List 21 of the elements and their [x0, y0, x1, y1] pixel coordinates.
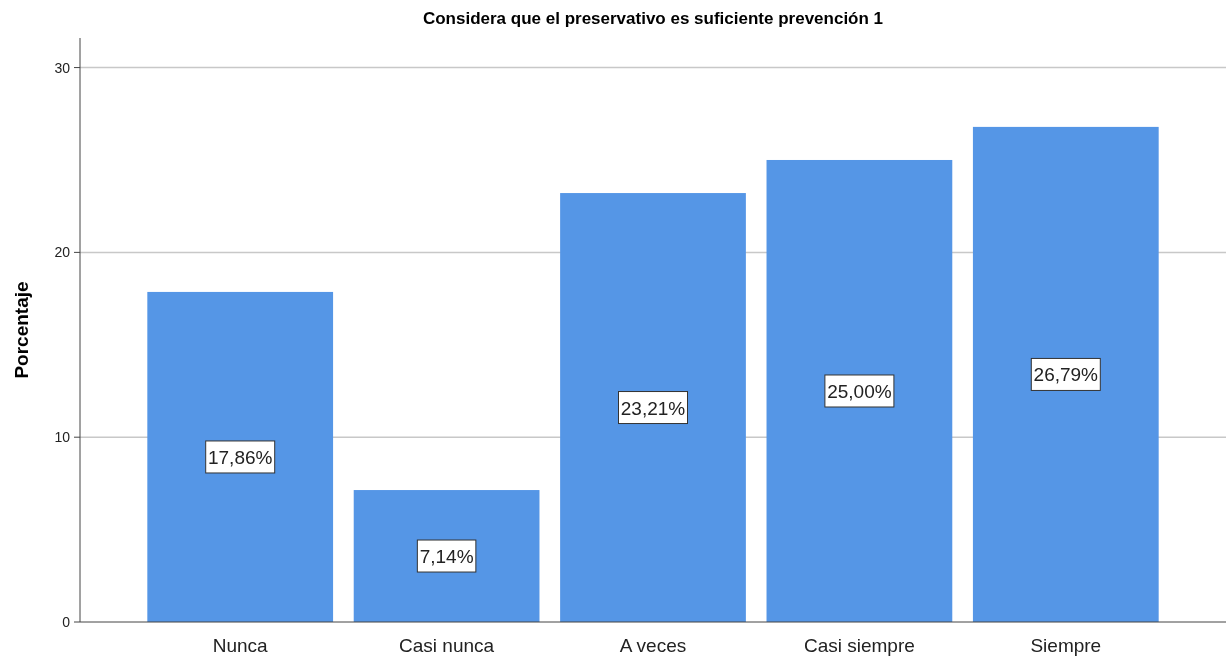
x-tick-label: Casi siempre — [803, 635, 915, 656]
bar — [353, 490, 540, 622]
bar — [560, 193, 746, 622]
bar — [147, 291, 334, 622]
y-tick-label: 30 — [54, 59, 71, 76]
data-label: 17,86% — [207, 446, 273, 468]
bar — [972, 126, 1159, 622]
data-label: 26,79% — [1033, 364, 1099, 386]
y-tick-label: 10 — [54, 429, 71, 446]
chart-title: Considera que el preservativo es suficiente prevención 1 — [422, 9, 884, 28]
bar — [766, 159, 953, 622]
y-tick-label: 0 — [62, 614, 71, 630]
data-label: 7,14% — [419, 546, 474, 568]
y-axis-title: Porcentaje — [11, 281, 32, 379]
x-tick-label: Nunca — [212, 635, 269, 656]
data-label: 25,00% — [827, 380, 892, 402]
x-tick-label: Siempre — [1030, 635, 1102, 656]
x-tick-label: A veces — [619, 635, 687, 656]
y-tick-label: 20 — [54, 244, 71, 261]
data-label: 23,21% — [620, 397, 686, 419]
x-tick-label: Casi nunca — [399, 635, 495, 656]
